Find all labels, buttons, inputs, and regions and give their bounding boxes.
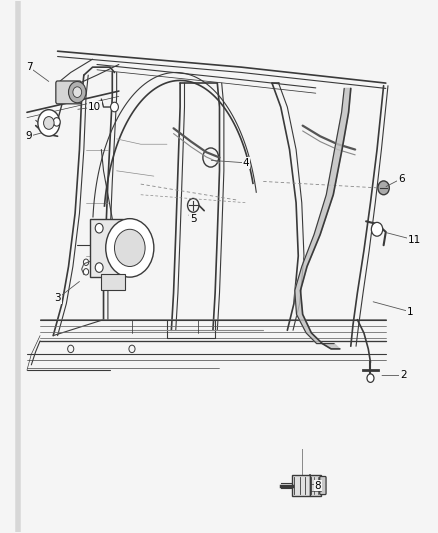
Circle shape <box>83 259 88 265</box>
Text: 8: 8 <box>314 481 321 490</box>
FancyBboxPatch shape <box>90 219 123 277</box>
Polygon shape <box>294 88 350 349</box>
Circle shape <box>53 118 60 126</box>
Text: 11: 11 <box>407 235 420 245</box>
Circle shape <box>95 263 103 272</box>
Text: 1: 1 <box>406 306 412 317</box>
Circle shape <box>73 87 81 98</box>
Circle shape <box>110 102 118 112</box>
Text: 3: 3 <box>54 293 61 303</box>
Text: 9: 9 <box>26 131 32 141</box>
Circle shape <box>83 269 88 275</box>
Circle shape <box>114 229 145 266</box>
Circle shape <box>95 223 103 233</box>
Circle shape <box>366 374 373 382</box>
FancyBboxPatch shape <box>101 274 125 290</box>
Text: 7: 7 <box>26 62 32 72</box>
FancyBboxPatch shape <box>319 477 325 495</box>
Text: 5: 5 <box>190 214 196 224</box>
Circle shape <box>106 219 153 277</box>
Text: 6: 6 <box>397 174 403 184</box>
Bar <box>309 475 321 496</box>
Text: 4: 4 <box>242 158 248 168</box>
Circle shape <box>377 181 389 195</box>
Circle shape <box>371 222 382 236</box>
Text: 2: 2 <box>399 370 406 381</box>
FancyBboxPatch shape <box>56 81 81 104</box>
Circle shape <box>68 82 86 103</box>
Text: 10: 10 <box>88 102 101 112</box>
Bar <box>291 475 309 496</box>
Circle shape <box>43 117 54 130</box>
Circle shape <box>38 110 60 136</box>
